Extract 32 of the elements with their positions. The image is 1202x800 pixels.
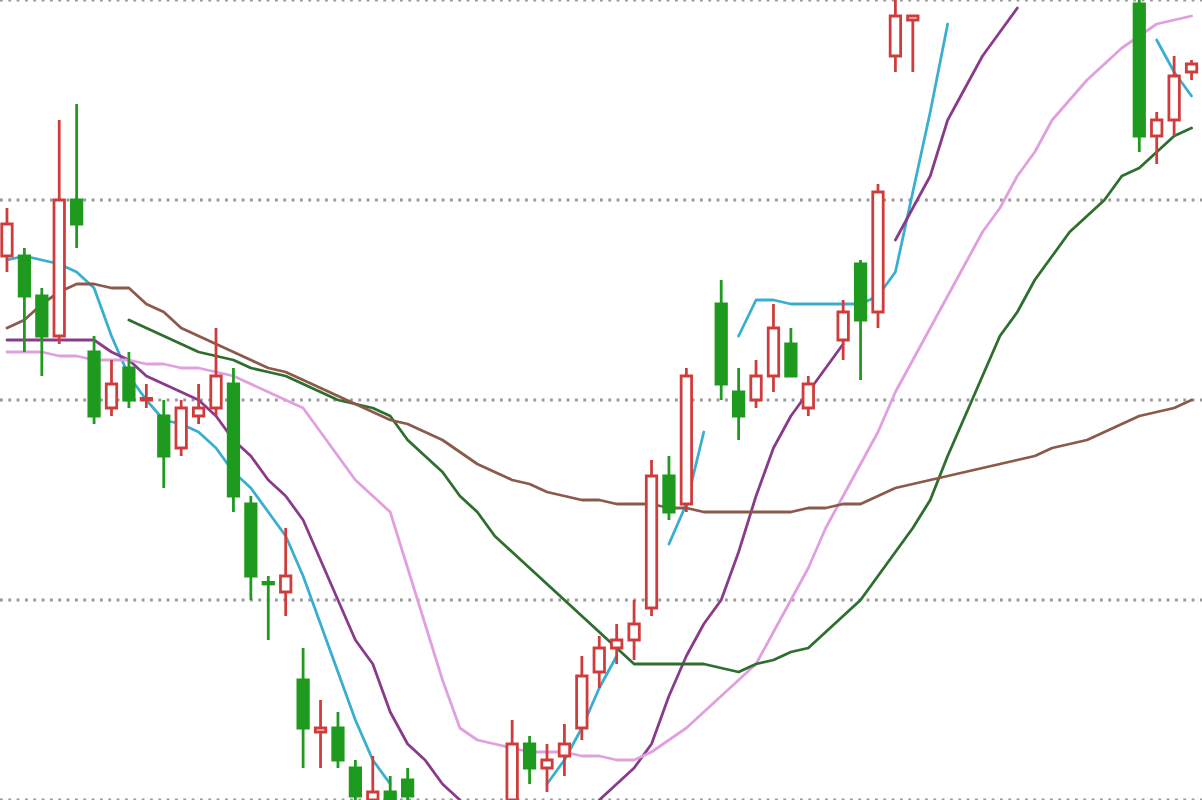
candlestick xyxy=(1167,54,1181,138)
candlestick xyxy=(836,298,850,362)
candlestick xyxy=(1150,110,1164,166)
candlestick xyxy=(592,634,606,690)
candlestick xyxy=(401,766,415,800)
candlestick xyxy=(575,654,589,742)
candlestick xyxy=(679,366,693,514)
candlestick xyxy=(732,366,746,442)
candlestick xyxy=(888,0,903,74)
candlestick xyxy=(348,758,362,800)
candlestick xyxy=(313,698,328,770)
candlestick xyxy=(522,734,537,786)
candlestick xyxy=(157,398,171,490)
candlestick xyxy=(627,598,641,662)
candlestick xyxy=(296,646,310,770)
candlestick xyxy=(104,358,119,418)
candlestick xyxy=(610,622,624,666)
candlestick xyxy=(174,398,188,458)
candlestick xyxy=(52,118,66,346)
candlestick xyxy=(35,286,49,378)
candlestick xyxy=(766,302,781,394)
candlestick xyxy=(1132,0,1146,154)
candlestick xyxy=(226,366,241,514)
candlestick xyxy=(70,102,84,250)
candlestick xyxy=(714,278,728,402)
candlestick xyxy=(244,494,258,602)
candlestick xyxy=(801,374,815,418)
candlestick xyxy=(191,382,206,426)
candlestick xyxy=(279,526,293,618)
candlestick xyxy=(644,458,659,618)
candlestick xyxy=(17,246,31,354)
candlestick xyxy=(557,722,572,778)
